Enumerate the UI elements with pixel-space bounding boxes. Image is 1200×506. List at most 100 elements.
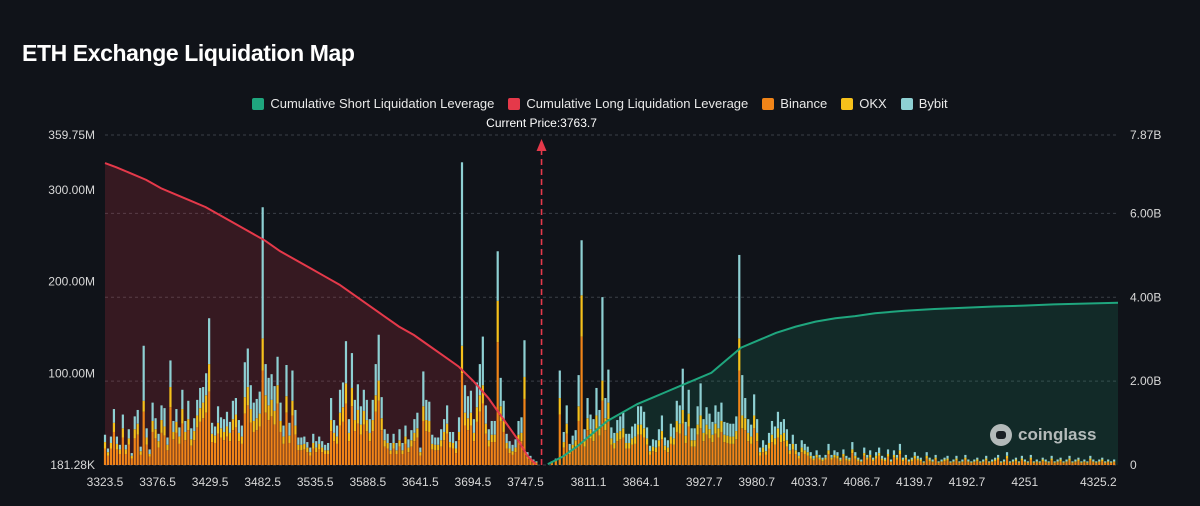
bar-bybit <box>291 370 294 401</box>
bar-bybit <box>711 421 714 435</box>
bar-okx <box>413 432 416 442</box>
bar-okx <box>991 461 994 463</box>
bar-okx <box>943 459 946 462</box>
bar-binance <box>359 434 362 465</box>
bar-okx <box>678 423 681 434</box>
bar-okx <box>166 444 169 451</box>
bar-binance <box>913 458 916 465</box>
bar-okx <box>883 459 887 462</box>
x-tick-label: 3588.5 <box>349 475 386 489</box>
bar-okx <box>175 421 178 433</box>
legend-item-bybit[interactable]: Bybit <box>900 96 948 111</box>
x-tick-label: 4139.7 <box>896 475 933 489</box>
bar-bybit <box>705 407 708 425</box>
bar-binance <box>392 448 395 465</box>
bar-okx <box>181 409 184 424</box>
bar-okx <box>669 436 672 444</box>
bar-bybit <box>184 420 187 432</box>
bar-bybit <box>607 369 610 403</box>
bar-bybit <box>401 442 404 451</box>
bar-bybit <box>532 459 535 462</box>
bar-bybit <box>234 398 238 415</box>
bar-bybit <box>344 341 348 384</box>
bar-binance <box>428 431 431 465</box>
bar-binance <box>514 452 517 465</box>
bar-binance <box>809 458 812 465</box>
bar-bybit <box>1050 455 1053 459</box>
bar-binance <box>469 425 473 465</box>
bar-okx <box>863 453 866 456</box>
bar-binance <box>1113 462 1116 465</box>
bar-okx <box>505 442 508 449</box>
bar-binance <box>154 438 157 465</box>
bar-binance <box>264 412 267 465</box>
bar-binance <box>919 461 922 465</box>
bar-okx <box>937 462 940 464</box>
bar-bybit <box>1020 455 1024 459</box>
bar-bybit <box>187 400 190 420</box>
bar-bybit <box>145 428 148 438</box>
bar-bybit <box>136 409 139 424</box>
bar-bybit <box>243 362 246 398</box>
bar-bybit <box>583 429 586 441</box>
bar-binance <box>732 443 735 465</box>
bar-okx <box>443 431 446 441</box>
bar-binance <box>949 463 952 465</box>
bar-bybit <box>913 452 916 456</box>
bar-okx <box>300 444 303 451</box>
bar-bybit <box>681 368 684 410</box>
bar-binance <box>529 460 532 465</box>
bar-okx <box>1110 462 1113 464</box>
legend-item-short[interactable]: Cumulative Short Liquidation Leverage <box>252 96 494 111</box>
bar-binance <box>857 461 860 465</box>
bar-bybit <box>997 454 1000 458</box>
bar-bybit <box>1032 461 1035 463</box>
bar-binance <box>187 430 190 465</box>
x-tick-label: 4192.7 <box>949 475 986 489</box>
bar-binance <box>705 434 708 465</box>
bar-bybit <box>181 389 184 410</box>
bar-okx <box>601 380 604 401</box>
bar-bybit <box>404 425 407 437</box>
bar-okx <box>395 450 398 454</box>
bar-binance <box>645 444 649 465</box>
bar-binance <box>952 462 955 465</box>
bar-binance <box>481 403 484 465</box>
bar-binance <box>318 449 321 465</box>
bar-bybit <box>907 459 910 462</box>
legend-item-long[interactable]: Cumulative Long Liquidation Leverage <box>508 96 748 111</box>
bar-okx <box>845 458 848 461</box>
bar-okx <box>824 457 827 460</box>
bar-bybit <box>1077 457 1080 460</box>
bar-binance <box>708 438 711 465</box>
bar-okx <box>306 447 309 453</box>
bar-binance <box>437 450 440 465</box>
bar-binance <box>714 433 717 465</box>
bar-okx <box>693 440 696 447</box>
bar-bybit <box>124 444 127 450</box>
bar-okx <box>976 459 979 462</box>
bar-okx <box>625 442 628 449</box>
bar-bybit <box>940 459 943 462</box>
bar-binance <box>285 412 288 465</box>
bar-okx <box>690 440 693 447</box>
bar-bybit <box>943 457 946 460</box>
bar-binance <box>487 446 490 465</box>
bar-okx <box>478 395 481 412</box>
x-tick-label: 3927.7 <box>686 475 723 489</box>
bar-bybit <box>377 334 380 381</box>
bar-okx <box>637 424 640 435</box>
y-left-tick-label: 181.28K <box>50 458 95 472</box>
bar-okx <box>273 410 276 425</box>
legend-item-okx[interactable]: OKX <box>841 96 887 111</box>
bar-bybit <box>976 457 979 460</box>
bar-bybit <box>764 444 768 452</box>
bar-bybit <box>225 411 229 427</box>
current-price-arrow-icon <box>536 139 547 151</box>
legend-item-binance[interactable]: Binance <box>762 96 827 111</box>
bar-binance <box>669 443 672 465</box>
bar-okx <box>487 440 490 447</box>
bar-bybit <box>875 452 878 456</box>
bar-binance <box>332 441 336 465</box>
